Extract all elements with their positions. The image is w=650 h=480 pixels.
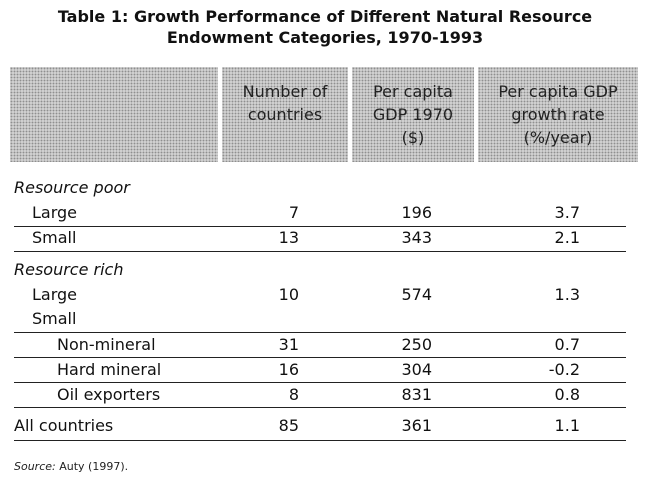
cell-poor-large-countries: 7: [288, 203, 299, 222]
row-label-poor-small: Small: [32, 228, 77, 247]
cell-rich-large-growth: 1.3: [554, 285, 580, 304]
row-rule: [14, 407, 626, 408]
cell-non-mineral-gdp: 250: [401, 335, 432, 354]
row-label-oil-exporters: Oil exporters: [57, 385, 161, 404]
row-label-resource-rich: Resource rich: [14, 260, 124, 279]
header-gdp-line-2: GDP 1970: [372, 105, 454, 124]
title-line-2: Endowment Categories, 1970-1993: [166, 28, 484, 47]
cell-oil-exporters-countries: 8: [288, 385, 299, 404]
header-cell-countries: Number of countries: [222, 67, 348, 162]
row-rule: [14, 226, 626, 227]
row-label-resource-poor: Resource poor: [14, 178, 130, 197]
cell-poor-large-growth: 3.7: [554, 203, 580, 222]
header-growth-line-2: growth rate: [511, 105, 605, 124]
source-note: Source: Auty (1997).: [14, 460, 128, 474]
row-label-rich-large: Large: [32, 285, 78, 304]
cell-hard-mineral-countries: 16: [278, 360, 299, 379]
row-label-all-countries: All countries: [14, 416, 114, 435]
cell-hard-mineral-growth: -0.2: [548, 360, 580, 379]
header-countries-line-1: Number of: [242, 82, 328, 101]
row-rule: [14, 251, 626, 252]
cell-all-countries-countries: 85: [278, 416, 299, 435]
header-countries-line-2: countries: [247, 105, 323, 124]
row-label-hard-mineral: Hard mineral: [57, 360, 162, 379]
header-stub-cell: [10, 67, 218, 162]
row-rule: [14, 332, 626, 333]
source-text: Auty (1997).: [55, 460, 129, 473]
row-label-poor-large: Large: [32, 203, 78, 222]
title-line-1: Table 1: Growth Performance of Different…: [57, 7, 593, 26]
row-rule: [14, 357, 626, 358]
source-label: Source:: [14, 460, 56, 473]
cell-non-mineral-countries: 31: [278, 335, 299, 354]
cell-oil-exporters-growth: 0.8: [554, 385, 580, 404]
table-bottom-rule: [14, 440, 626, 441]
cell-all-countries-growth: 1.1: [554, 416, 580, 435]
row-label-non-mineral: Non-mineral: [57, 335, 156, 354]
row-rule: [14, 382, 626, 383]
cell-poor-small-countries: 13: [278, 228, 299, 247]
row-label-rich-small: Small: [32, 309, 77, 328]
header-growth-line-3: (%/year): [523, 128, 593, 147]
cell-rich-large-countries: 10: [278, 285, 299, 304]
cell-poor-small-growth: 2.1: [554, 228, 580, 247]
header-cell-gdp-1970: Per capita GDP 1970 ($): [352, 67, 474, 162]
header-cell-growth-rate: Per capita GDP growth rate (%/year): [478, 67, 638, 162]
header-growth-line-1: Per capita GDP: [498, 82, 618, 101]
cell-oil-exporters-gdp: 831: [401, 385, 432, 404]
cell-poor-large-gdp: 196: [401, 203, 432, 222]
header-gdp-line-3: ($): [401, 128, 425, 147]
header-gdp-line-1: Per capita: [373, 82, 453, 101]
cell-hard-mineral-gdp: 304: [401, 360, 432, 379]
cell-poor-small-gdp: 343: [401, 228, 432, 247]
cell-non-mineral-growth: 0.7: [554, 335, 580, 354]
table-title: Table 1: Growth Performance of Different…: [0, 6, 650, 48]
cell-all-countries-gdp: 361: [401, 416, 432, 435]
cell-rich-large-gdp: 574: [401, 285, 432, 304]
